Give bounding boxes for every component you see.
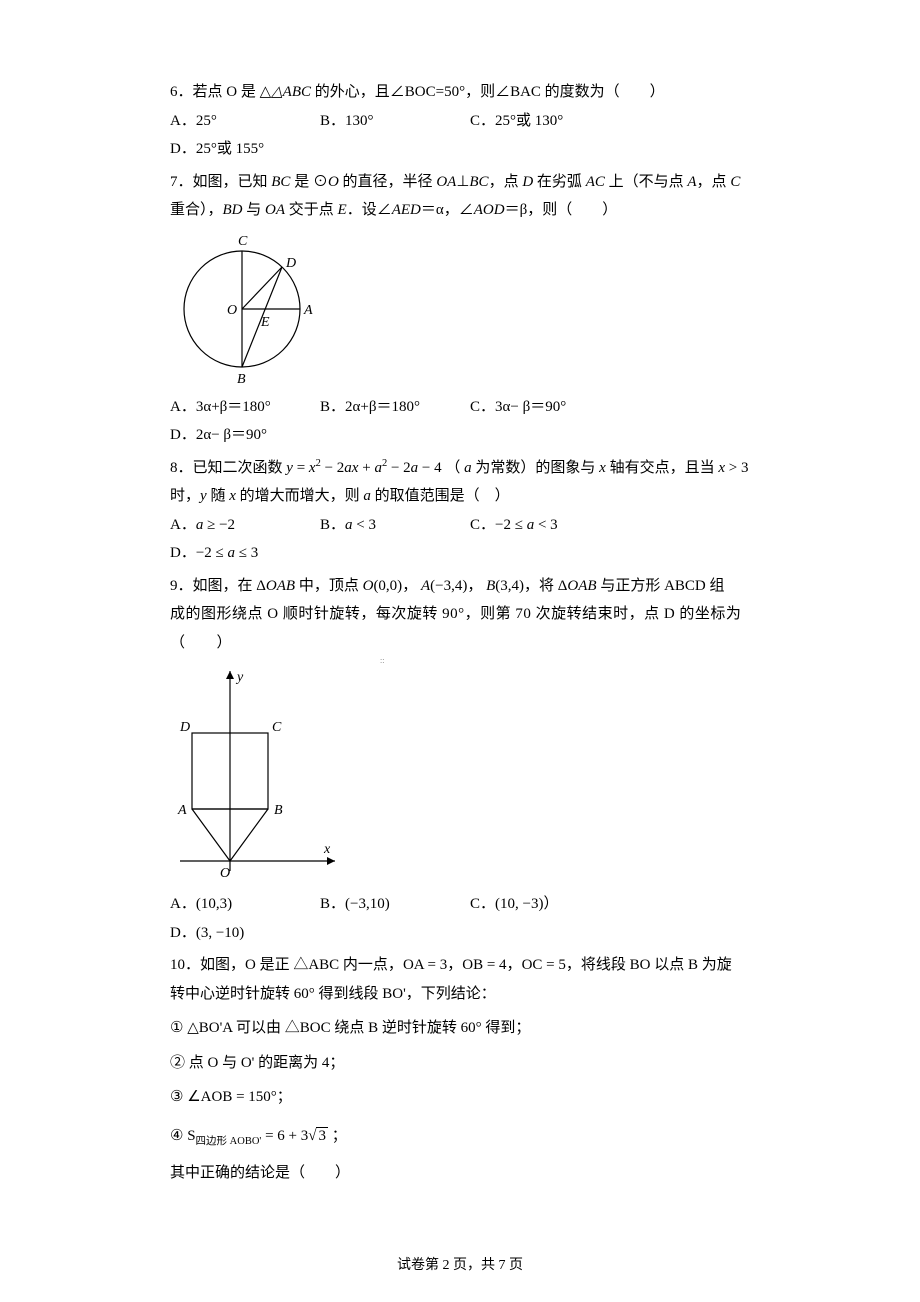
q10-line2: 转中心逆时针旋转 60° 得到线段 BO'，下列结论： bbox=[170, 980, 750, 1009]
question-10: 10．如图，O 是正 △ABC 内一点，OA = 3，OB = 4，OC = 5… bbox=[170, 951, 750, 1188]
q9-opt-a: A．(10,3) bbox=[170, 890, 320, 919]
q6-text-mid: 的外心，且∠BOC=50°，则∠BAC 的度数为（ ） bbox=[315, 84, 665, 100]
q10-conclusion-3: ③ ∠AOB = 150°； bbox=[170, 1083, 750, 1112]
svg-text:C: C bbox=[272, 720, 282, 735]
question-6: 6．若点 O 是 △△ABC 的外心，且∠BOC=50°，则∠BAC 的度数为（… bbox=[170, 78, 750, 164]
q7-opt-a: A．3α+β＝180° bbox=[170, 393, 320, 422]
page-footer: 试卷第 2 页，共 7 页 bbox=[0, 1253, 920, 1280]
q9-opt-d: D．(3, −10) bbox=[170, 919, 320, 948]
svg-text:A: A bbox=[177, 803, 187, 818]
svg-text:y: y bbox=[235, 670, 244, 685]
q10-conclusion-1: ① △BO'A 可以由 △BOC 绕点 B 逆时针旋转 60° 得到； bbox=[170, 1014, 750, 1043]
svg-text:C: C bbox=[238, 234, 248, 249]
svg-text:A: A bbox=[303, 303, 313, 318]
q6-opt-a: A．25° bbox=[170, 107, 320, 136]
q6-opt-c: C．25°或 130° bbox=[470, 107, 620, 136]
q7-opt-b: B．2α+β＝180° bbox=[320, 393, 470, 422]
svg-text:B: B bbox=[274, 803, 283, 818]
q7-line2: 重合），BD 与 OA 交于点 E．设∠AED＝α，∠AOD＝β，则（ ） bbox=[170, 196, 750, 225]
q9-opt-b: B．(−3,10) bbox=[320, 890, 470, 919]
q8-opt-b: B．a < 3 bbox=[320, 511, 470, 540]
q6-opt-b: B．130° bbox=[320, 107, 470, 136]
coordinate-diagram-icon: D C A B O x y bbox=[170, 661, 350, 886]
svg-text:O: O bbox=[227, 303, 237, 318]
q10-line1: 10．如图，O 是正 △ABC 内一点，OA = 3，OB = 4，OC = 5… bbox=[170, 951, 750, 980]
q7-opt-c: C．3α− β＝90° bbox=[470, 393, 620, 422]
q6-text-pre: 6．若点 O 是 bbox=[170, 84, 256, 100]
q8-opt-c: C．−2 ≤ a < 3 bbox=[470, 511, 620, 540]
svg-text:O: O bbox=[220, 866, 230, 881]
q6-triangle: △△ABC bbox=[260, 84, 311, 100]
q8-opt-a: A．a ≥ −2 bbox=[170, 511, 320, 540]
q10-end: 其中正确的结论是（ ） bbox=[170, 1159, 750, 1188]
q7-options: A．3α+β＝180° B．2α+β＝180° C．3α− β＝90° D．2α… bbox=[170, 393, 750, 450]
question-8: 8．已知二次函数 y = x2 − 2ax + a2 − 2a − 4 （ a … bbox=[170, 454, 750, 568]
question-7: 7．如图，已知 BC 是 ⊙O 的直径，半径 OA⊥BC，点 D 在劣弧 AC … bbox=[170, 168, 750, 450]
q7-line1: 7．如图，已知 BC 是 ⊙O 的直径，半径 OA⊥BC，点 D 在劣弧 AC … bbox=[170, 168, 750, 197]
svg-text:D: D bbox=[179, 720, 190, 735]
q9-figure: D C A B O x y bbox=[170, 661, 750, 886]
q8-line1: 8．已知二次函数 y = x2 − 2ax + a2 − 2a − 4 （ a … bbox=[170, 454, 750, 483]
q10-conclusion-4: ④ S四边形 AOBO' = 6 + 3√3 ； bbox=[170, 1122, 750, 1152]
q6-opt-d: D．25°或 155° bbox=[170, 135, 320, 164]
sqrt-icon: √3 bbox=[308, 1122, 328, 1151]
q7-opt-d: D．2α− β＝90° bbox=[170, 421, 320, 450]
q9-line1: 9．如图，在 ΔOAB 中，顶点 O(0,0)， A(−3,4)， B(3,4)… bbox=[170, 572, 750, 601]
svg-text:B: B bbox=[237, 372, 246, 387]
q8-options: A．a ≥ −2 B．a < 3 C．−2 ≤ a < 3 D．−2 ≤ a ≤… bbox=[170, 511, 750, 568]
q10-conclusion-2: ② 点 O 与 O' 的距离为 4； bbox=[170, 1049, 750, 1078]
svg-text:D: D bbox=[285, 256, 296, 271]
q7-figure: C D A E O B bbox=[170, 229, 750, 389]
q9-opt-c: C．(10, −3)） bbox=[470, 890, 620, 919]
watermark-dot-icon: :: bbox=[380, 653, 388, 656]
circle-diagram-icon: C D A E O B bbox=[170, 229, 320, 389]
q9-line2: 成的图形绕点 O 顺时针旋转，每次旋转 90°，则第 70 次旋转结束时，点 D… bbox=[170, 600, 750, 657]
svg-text:E: E bbox=[260, 315, 270, 330]
q6-stem: 6．若点 O 是 △△ABC 的外心，且∠BOC=50°，则∠BAC 的度数为（… bbox=[170, 78, 750, 107]
q8-line2: 时，y 随 x 的增大而增大，则 a 的取值范围是（ ） bbox=[170, 482, 750, 511]
q8-equation: y = x2 − 2ax + a2 − 2a − 4 bbox=[286, 460, 445, 476]
q8-opt-d: D．−2 ≤ a ≤ 3 bbox=[170, 539, 320, 568]
q9-options: A．(10,3) B．(−3,10) C．(10, −3)） D．(3, −10… bbox=[170, 890, 750, 947]
q6-options: A．25° B．130° C．25°或 130° D．25°或 155° bbox=[170, 107, 750, 164]
question-9: 9．如图，在 ΔOAB 中，顶点 O(0,0)， A(−3,4)， B(3,4)… bbox=[170, 572, 750, 948]
svg-text:x: x bbox=[323, 842, 331, 857]
page: 6．若点 O 是 △△ABC 的外心，且∠BOC=50°，则∠BAC 的度数为（… bbox=[0, 0, 920, 1302]
